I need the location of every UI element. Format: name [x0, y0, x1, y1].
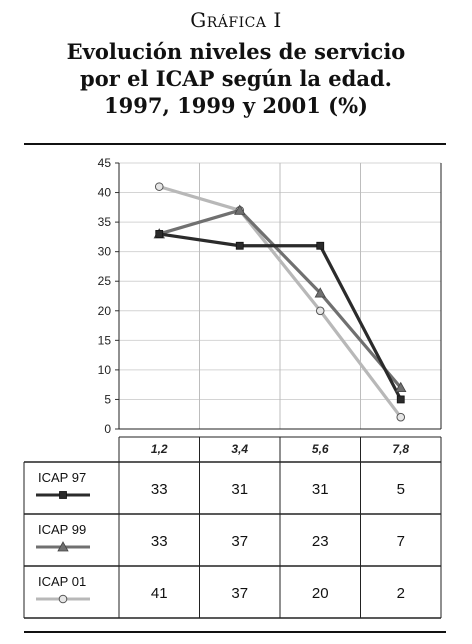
table-cell-value: 7	[397, 533, 405, 550]
data-point	[316, 241, 325, 250]
y-tick-label: 15	[98, 333, 112, 347]
y-tick-label: 20	[98, 304, 112, 318]
table-cell-value: 41	[151, 585, 168, 602]
title-line-1: Evolución niveles de servicio	[66, 39, 406, 64]
y-tick-label: 5	[104, 392, 111, 406]
table-cell-value: 31	[231, 481, 248, 498]
data-point	[154, 182, 164, 191]
series-line	[158, 208, 402, 389]
data-point	[234, 204, 246, 215]
data-point	[235, 241, 244, 250]
data-point	[314, 287, 326, 298]
legend-entry: ICAP 99	[38, 522, 86, 537]
table-cell-value: 20	[312, 585, 329, 602]
series-line	[158, 185, 403, 419]
table-cell-value: 2	[397, 585, 405, 602]
table-cell-value: 37	[231, 533, 248, 550]
y-tick-label: 30	[98, 245, 112, 259]
category-label: 7,8	[392, 442, 409, 456]
table-cell-value: 5	[397, 481, 405, 498]
legend-entry: ICAP 01	[38, 574, 86, 589]
y-tick-label: 35	[98, 215, 112, 229]
data-point	[396, 395, 405, 404]
category-label: 5,6	[312, 442, 329, 456]
y-tick-label: 0	[104, 422, 111, 436]
table-cell-value: 33	[151, 481, 168, 498]
data-point	[395, 381, 407, 393]
legend-entry: ICAP 97	[38, 470, 86, 485]
legend-swatch-marker	[59, 491, 67, 499]
chart-titles: Gráfica I Evolución niveles de servicio …	[0, 0, 472, 119]
y-tick-label: 40	[98, 186, 112, 200]
y-tick-label: 45	[98, 156, 112, 170]
chart-title: Evolución niveles de servicio por el ICA…	[0, 38, 472, 119]
data-point	[155, 230, 164, 238]
table-cell-value: 33	[151, 533, 168, 550]
series-line	[159, 232, 403, 401]
title-line-2: por el ICAP según la edad.	[80, 66, 392, 91]
figure-label: Gráfica I	[190, 8, 282, 32]
y-tick-label: 25	[98, 274, 112, 288]
legend-swatch-marker	[57, 541, 69, 552]
title-line-3: 1997, 1999 y 2001 (%)	[104, 93, 368, 118]
table-cell-value: 23	[312, 533, 329, 550]
table-cell-value: 37	[231, 585, 248, 602]
data-point	[396, 412, 406, 422]
legend-swatch-marker	[58, 594, 68, 604]
category-label: 3,4	[231, 442, 248, 456]
y-tick-label: 10	[98, 363, 112, 377]
data-point	[315, 306, 325, 316]
category-label: 1,2	[151, 442, 168, 456]
table-cell-value: 31	[312, 481, 329, 498]
